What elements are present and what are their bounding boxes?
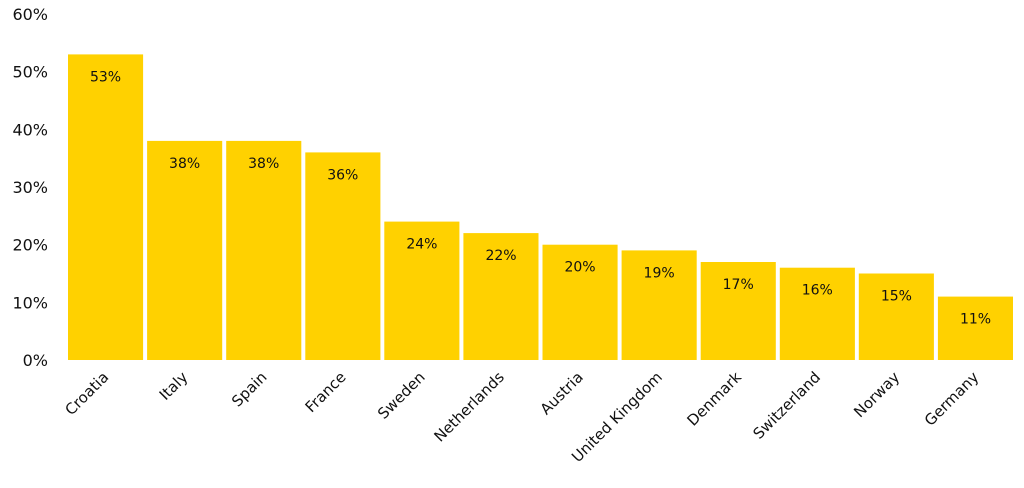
bar-italy <box>147 140 223 360</box>
bar-croatia <box>68 54 144 361</box>
x-axis: Croatia Italy Spain France Sweden Netherlands… <box>61 368 982 466</box>
x-tick-label: Austria <box>537 368 587 418</box>
y-axis: 0% 10% 20% 30% 40% 50% 60% <box>12 5 48 370</box>
x-tick-label: France <box>302 368 350 416</box>
bar-netherlands <box>463 233 539 360</box>
x-tick-label: Germany <box>921 368 983 430</box>
bar-sweden <box>384 221 460 360</box>
bars <box>68 54 1013 361</box>
data-labels: 53% 38% 38% 36% 24% 22% 20% 19% 17% 16% 15% 11% <box>90 69 991 327</box>
x-tick-label: Spain <box>228 368 270 410</box>
y-tick-label: 50% <box>12 63 48 82</box>
data-label: 24% <box>406 237 437 253</box>
data-label: 16% <box>802 283 833 299</box>
bar-germany <box>937 296 1013 360</box>
x-tick-label: Croatia <box>61 368 112 419</box>
y-tick-label: 10% <box>12 293 48 312</box>
bar-austria <box>542 244 618 360</box>
bar-france <box>305 152 381 360</box>
data-label: 17% <box>723 277 754 293</box>
x-tick-label: Switzerland <box>750 368 825 443</box>
y-tick-label: 60% <box>12 5 48 24</box>
y-tick-label: 20% <box>12 236 48 255</box>
bar-spain <box>226 140 302 360</box>
x-tick-label: Denmark <box>684 368 746 430</box>
data-label: 22% <box>485 248 516 264</box>
data-label: 19% <box>644 265 675 281</box>
x-tick-label: Sweden <box>374 368 429 423</box>
x-tick-label: Italy <box>156 368 192 404</box>
x-tick-label: Netherlands <box>430 368 508 446</box>
data-label: 38% <box>169 156 200 172</box>
data-label: 20% <box>564 260 595 276</box>
bar-norway <box>858 273 934 360</box>
y-tick-label: 0% <box>23 351 48 370</box>
data-label: 53% <box>90 69 121 85</box>
y-tick-label: 30% <box>12 178 48 197</box>
data-label: 15% <box>881 289 912 305</box>
bar-united-kingdom <box>621 250 697 360</box>
y-tick-label: 40% <box>12 120 48 139</box>
data-label: 38% <box>248 156 279 172</box>
data-label: 36% <box>327 167 358 183</box>
x-tick-label: Norway <box>850 368 903 421</box>
bar-switzerland <box>779 267 855 360</box>
bar-denmark <box>700 262 776 360</box>
data-label: 11% <box>960 312 991 328</box>
